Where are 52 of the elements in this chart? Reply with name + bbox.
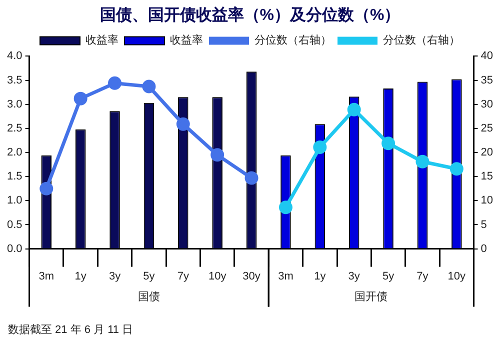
y2-tick-label: 25 <box>480 122 494 134</box>
legend-label: 分位数（右轴） <box>254 34 332 47</box>
text: 国债 <box>138 290 160 303</box>
x-tick-label: 5y <box>382 270 395 282</box>
y-tick-label: 3.5 <box>6 74 22 86</box>
point <box>40 182 54 196</box>
x-tick-label: 30y <box>242 270 261 282</box>
point <box>244 171 258 185</box>
x-tick-label: 10y <box>448 270 466 282</box>
legend-label: 收益率 <box>86 34 118 47</box>
point <box>313 140 327 154</box>
y2-tick-label: 20 <box>480 146 494 159</box>
legend-label: 收益率 <box>170 34 203 47</box>
legend-label: 分位数（右轴） <box>383 34 460 47</box>
x-tick-label: 7y <box>416 270 429 282</box>
x-tick-label: 10y <box>208 270 227 282</box>
chart-title: 国债、国开债收益率（%）及分位数（%） <box>100 5 400 24</box>
text: 数据截至 21 年 6 月 11 日 <box>8 323 134 336</box>
x-tick-label: 3m <box>278 270 294 282</box>
point <box>74 92 88 106</box>
point <box>450 162 464 176</box>
y-tick-label: 2.0 <box>6 146 22 159</box>
y2-tick-label: 30 <box>480 98 494 110</box>
point <box>142 80 156 94</box>
x-tick-label: 1y <box>314 270 326 282</box>
x-tick-label: 5y <box>143 270 156 282</box>
x-tick-label: 3y <box>348 270 360 282</box>
y-tick-label: 0.0 <box>6 242 22 255</box>
point <box>108 76 122 90</box>
x-tick-label: 1y <box>74 270 87 282</box>
y-tick-label: 1.5 <box>6 170 22 183</box>
y-tick-label: 1.0 <box>6 194 22 207</box>
x-tick-label: 7y <box>177 270 190 282</box>
y2-tick-label: 10 <box>480 194 494 207</box>
point <box>416 154 430 168</box>
text: 国开债 <box>354 290 388 303</box>
point <box>210 148 224 162</box>
point <box>176 117 190 131</box>
point <box>347 102 361 116</box>
point <box>382 136 396 150</box>
y-tick-label: 2.5 <box>6 122 22 134</box>
x-tick-label: 3m <box>38 270 54 282</box>
y2-tick-label: 40 <box>480 50 494 62</box>
x-tick-label: 3y <box>108 270 122 282</box>
y-tick-label: 4.0 <box>6 50 22 62</box>
y2-tick-label: 15 <box>480 170 494 183</box>
y-tick-label: 0.5 <box>6 218 22 231</box>
y2-tick-label: 0 <box>480 242 487 255</box>
y-tick-label: 3.0 <box>6 98 22 110</box>
y2-tick-label: 5 <box>480 218 487 231</box>
point <box>278 200 292 214</box>
y2-tick-label: 35 <box>480 74 494 86</box>
